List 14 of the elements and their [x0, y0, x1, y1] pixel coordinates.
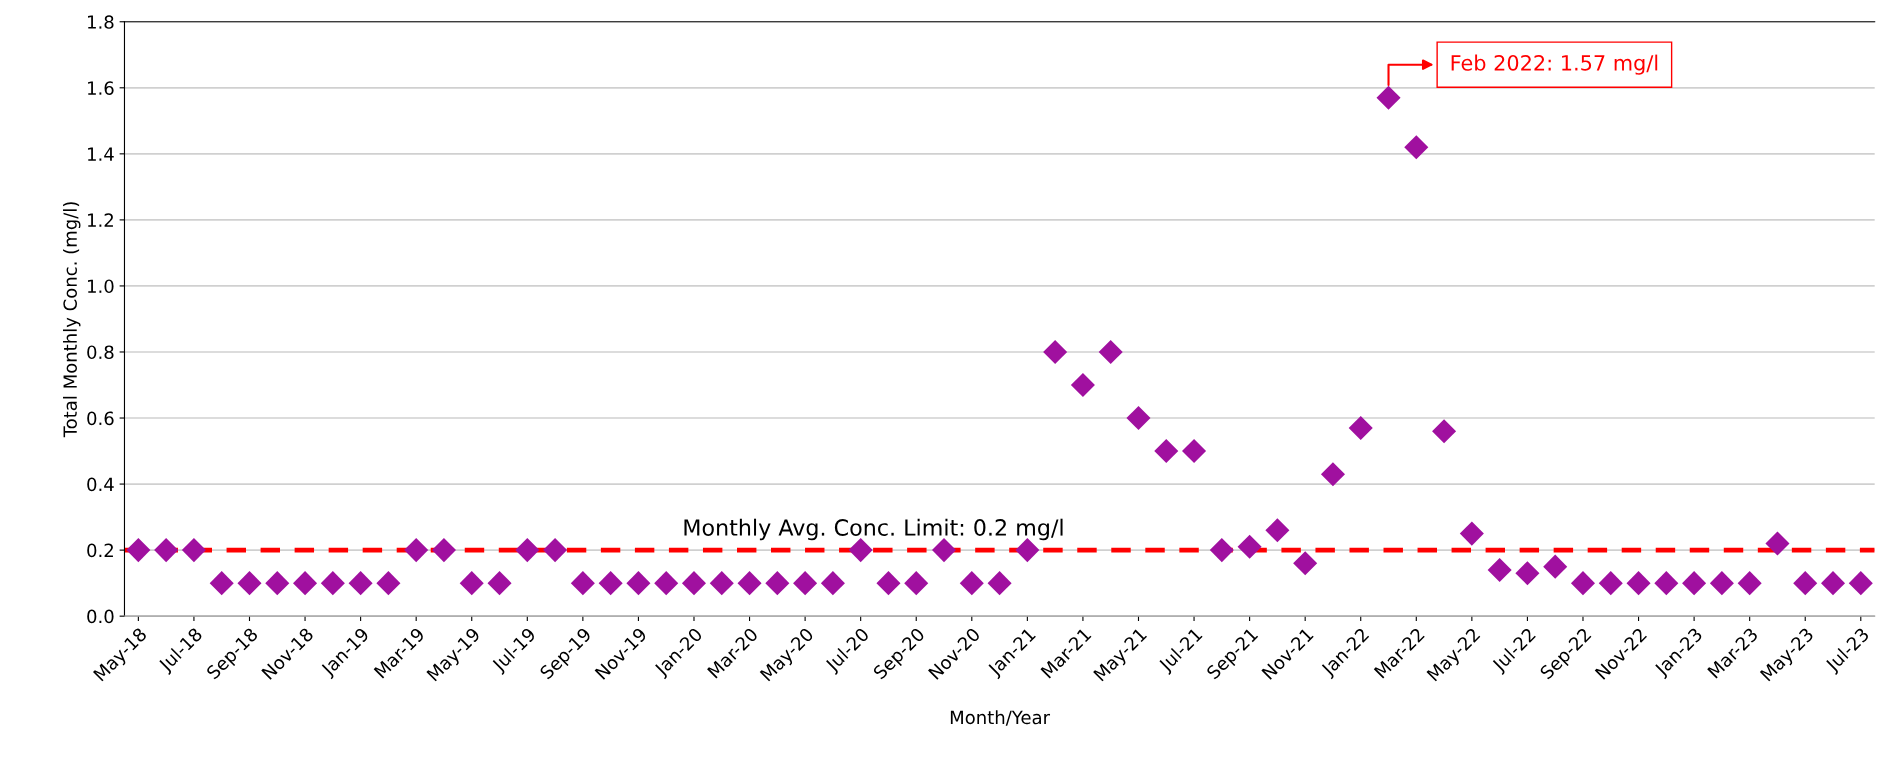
y-tick-label: 1.0: [88, 279, 114, 294]
y-tick-label: 1.2: [88, 213, 113, 227]
y-tick-label: 0.4: [87, 477, 114, 492]
y-tick-label: 1.4: [88, 147, 114, 161]
y-tick-label: 1.6: [88, 81, 114, 95]
y-tick-label: 0.6: [87, 411, 114, 426]
y-tick-label: 1.8: [88, 15, 114, 29]
annotation: Feb 2022: 1.57 mg/l: [1451, 54, 1658, 75]
y-tick-label: 0.0: [87, 609, 114, 624]
ref-line-label: Monthly Avg. Conc. Limit: 0.2 mg/l: [684, 518, 1063, 541]
y-tick-label: 0.8: [87, 345, 114, 360]
x-axis-title: Month/Year: [950, 710, 1051, 726]
y-axis-title: Total Monthly Conc. (mg/l): [63, 202, 81, 438]
y-tick-label: 0.2: [87, 543, 113, 558]
